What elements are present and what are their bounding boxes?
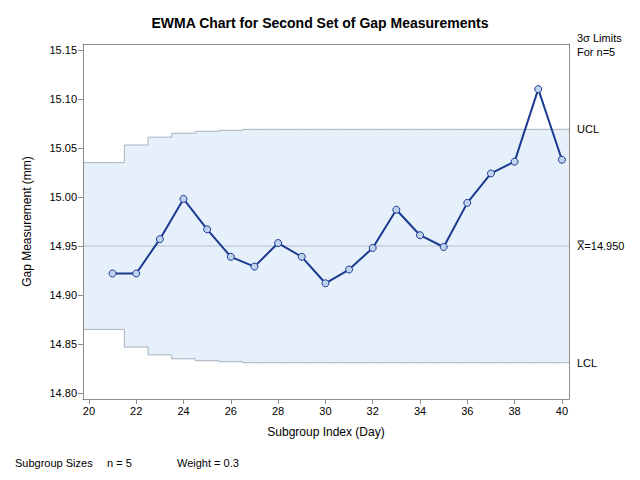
svg-text:14.90: 14.90 [49, 289, 77, 301]
svg-text:Weight = 0.3: Weight = 0.3 [177, 457, 239, 469]
svg-text:14.85: 14.85 [49, 338, 77, 350]
svg-text:28: 28 [272, 405, 284, 417]
svg-text:24: 24 [177, 405, 189, 417]
svg-text:40: 40 [556, 405, 568, 417]
svg-text:15.05: 15.05 [49, 142, 77, 154]
svg-text:n = 5: n = 5 [107, 457, 132, 469]
svg-text:15.00: 15.00 [49, 191, 77, 203]
svg-text:20: 20 [83, 405, 95, 417]
svg-text:38: 38 [508, 405, 520, 417]
svg-text:UCL: UCL [577, 123, 599, 135]
svg-text:15.10: 15.10 [49, 93, 77, 105]
svg-text:3σ Limits: 3σ Limits [577, 32, 622, 44]
svg-text:Subgroup Index (Day): Subgroup Index (Day) [267, 425, 384, 439]
svg-text:32: 32 [367, 405, 379, 417]
svg-text:14.80: 14.80 [49, 387, 77, 399]
svg-text:14.95: 14.95 [49, 240, 77, 252]
svg-text:15.15: 15.15 [49, 44, 77, 56]
svg-text:30: 30 [319, 405, 331, 417]
svg-text:X̿=14.950: X̿=14.950 [577, 240, 625, 252]
svg-text:36: 36 [461, 405, 473, 417]
svg-text:26: 26 [225, 405, 237, 417]
svg-text:22: 22 [130, 405, 142, 417]
svg-text:34: 34 [414, 405, 426, 417]
svg-text:Gap Measurement (mm): Gap Measurement (mm) [20, 156, 34, 287]
svg-text:Subgroup Sizes: Subgroup Sizes [15, 457, 93, 469]
svg-text:For n=5: For n=5 [577, 46, 615, 58]
svg-text:LCL: LCL [577, 357, 597, 369]
svg-text:EWMA Chart for Second Set of G: EWMA Chart for Second Set of Gap Measure… [151, 15, 488, 31]
